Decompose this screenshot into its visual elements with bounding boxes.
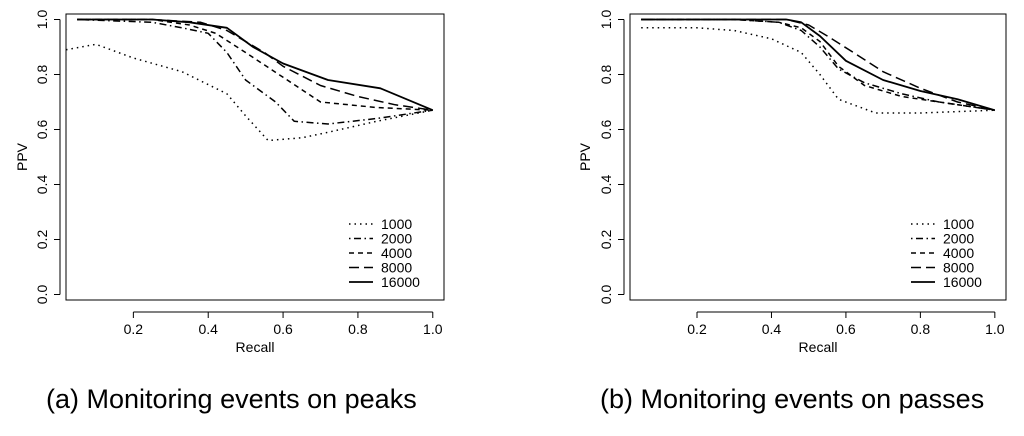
series-line-16000 [77, 18, 434, 112]
caption-b: (b) Monitoring events on passes [600, 384, 985, 414]
y-tick-label: 0.2 [34, 230, 50, 250]
legend-label-1000: 1000 [943, 216, 974, 232]
legend-label-2000: 2000 [943, 231, 974, 247]
legend-label-16000: 16000 [943, 274, 982, 290]
x-tick-label: 0.8 [348, 321, 368, 337]
legend-label-4000: 4000 [381, 245, 412, 261]
x-tick-label: 0.4 [198, 321, 218, 337]
y-tick-label: 0.4 [598, 175, 614, 195]
y-tick-label: 0.0 [598, 285, 614, 305]
x-tick-label: 0.2 [687, 321, 707, 337]
x-tick-label: 0.6 [836, 321, 856, 337]
y-tick-label: 0.8 [598, 65, 614, 85]
series-line-2000 [641, 18, 995, 111]
plot-frame [65, 13, 445, 301]
series-line-2000 [77, 18, 433, 125]
y-tick-label: 0.6 [34, 120, 50, 140]
x-tick-label: 1.0 [985, 321, 1005, 337]
x-tick-label: 0.4 [762, 321, 782, 337]
series-line-4000 [641, 18, 995, 111]
y-tick-label: 0.0 [34, 285, 50, 305]
y-tick-label: 0.8 [34, 65, 50, 85]
caption-a: (a) Monitoring events on peaks [46, 384, 417, 414]
y-axis-label: PPV [577, 142, 593, 171]
y-tick-label: 0.4 [34, 175, 50, 195]
legend-label-2000: 2000 [381, 231, 412, 247]
x-tick-label: 1.0 [423, 321, 443, 337]
chart-panel-a: 0.2 0.4 0.6 0.8 1.0 0.0 0.2 0.4 0.6 0.8 1.0 Recall P… [14, 10, 445, 355]
legend-label-8000: 8000 [943, 260, 974, 276]
legend-label-8000: 8000 [381, 260, 412, 276]
series-line-8000 [77, 18, 433, 111]
plot-frame [629, 13, 1007, 301]
chart-panel-b: 0.2 0.4 0.6 0.8 1.0 0.0 0.2 0.4 0.6 0.8 1.0 Recall P… [577, 10, 1007, 355]
y-tick-label: 1.0 [34, 10, 50, 30]
series-line-16000 [641, 18, 996, 112]
y-tick-label: 1.0 [598, 10, 614, 30]
legend-label-16000: 16000 [381, 274, 420, 290]
y-tick-label: 0.6 [598, 120, 614, 140]
series-line-1000 [66, 43, 433, 142]
legend-label-1000: 1000 [381, 216, 412, 232]
x-axis-label: Recall [799, 339, 838, 355]
x-axis-label: Recall [236, 339, 275, 355]
y-axis-label: PPV [14, 142, 30, 171]
series-line-4000 [77, 18, 433, 111]
y-tick-label: 0.2 [598, 230, 614, 250]
x-tick-label: 0.2 [124, 321, 144, 337]
x-tick-label: 0.8 [911, 321, 931, 337]
x-tick-label: 0.6 [273, 321, 293, 337]
legend-label-4000: 4000 [943, 245, 974, 261]
